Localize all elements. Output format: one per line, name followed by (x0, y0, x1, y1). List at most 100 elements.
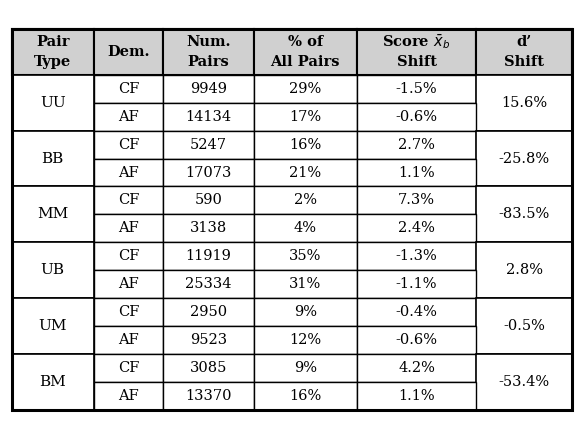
Bar (253, 131, 357, 158)
Text: All Pairs: All Pairs (270, 55, 340, 69)
Text: -83.5%: -83.5% (499, 207, 550, 221)
Text: 9949: 9949 (190, 82, 227, 96)
Bar (164, 354, 253, 382)
Bar (253, 270, 357, 298)
Bar (94, 354, 164, 382)
Text: 3138: 3138 (190, 221, 227, 235)
Bar (164, 187, 253, 214)
Bar (94, 326, 164, 354)
Bar (12, 298, 94, 354)
Text: % of: % of (287, 35, 323, 48)
Bar (94, 382, 164, 410)
Bar (253, 242, 357, 270)
Text: Pairs: Pairs (187, 55, 230, 69)
Bar (94, 187, 164, 214)
Bar (357, 131, 477, 158)
Bar (164, 75, 253, 103)
Bar (357, 298, 477, 326)
Bar (357, 326, 477, 354)
Text: AF: AF (118, 389, 139, 403)
Bar (12, 131, 94, 187)
Text: 1.1%: 1.1% (398, 165, 435, 180)
Bar (94, 29, 164, 75)
Text: 2.7%: 2.7% (398, 138, 435, 152)
Bar (357, 382, 477, 410)
Text: CF: CF (118, 249, 139, 263)
Bar (94, 270, 164, 298)
Text: AF: AF (118, 110, 139, 124)
Bar (477, 298, 572, 354)
Text: CF: CF (118, 138, 139, 152)
Text: AF: AF (118, 221, 139, 235)
Text: 4.2%: 4.2% (398, 361, 435, 375)
Text: -0.6%: -0.6% (395, 110, 437, 124)
Bar (357, 29, 477, 75)
Text: AF: AF (118, 333, 139, 347)
Text: BB: BB (41, 152, 64, 165)
Bar (94, 298, 164, 326)
Text: -0.4%: -0.4% (395, 305, 437, 319)
Text: BM: BM (39, 375, 66, 389)
Bar (477, 131, 572, 187)
Bar (164, 29, 253, 75)
Bar (253, 75, 357, 103)
Bar (164, 131, 253, 158)
Text: UM: UM (39, 319, 67, 333)
Text: UU: UU (40, 96, 65, 110)
Bar (357, 214, 477, 242)
Text: 2%: 2% (294, 194, 317, 207)
Text: Shift: Shift (505, 55, 544, 69)
Bar (12, 29, 94, 75)
Text: 25334: 25334 (185, 277, 232, 291)
Text: 5247: 5247 (190, 138, 227, 152)
Text: 4%: 4% (294, 221, 317, 235)
Bar (164, 242, 253, 270)
Bar (164, 270, 253, 298)
Bar (12, 29, 572, 410)
Text: CF: CF (118, 194, 139, 207)
Bar (164, 103, 253, 131)
Bar (253, 29, 357, 75)
Bar (94, 242, 164, 270)
Text: UB: UB (41, 263, 65, 277)
Bar (94, 214, 164, 242)
Text: 9523: 9523 (190, 333, 227, 347)
Text: -53.4%: -53.4% (499, 375, 550, 389)
Bar (253, 214, 357, 242)
Text: -1.1%: -1.1% (396, 277, 437, 291)
Bar (94, 158, 164, 187)
Text: 13370: 13370 (185, 389, 232, 403)
Bar (94, 131, 164, 158)
Text: -0.6%: -0.6% (395, 333, 437, 347)
Bar (253, 298, 357, 326)
Text: -1.3%: -1.3% (395, 249, 437, 263)
Text: -25.8%: -25.8% (499, 152, 550, 165)
Bar (164, 158, 253, 187)
Text: 15.6%: 15.6% (501, 96, 547, 110)
Bar (357, 187, 477, 214)
Bar (164, 298, 253, 326)
Bar (357, 158, 477, 187)
Bar (94, 103, 164, 131)
Text: 16%: 16% (289, 389, 321, 403)
Bar (477, 187, 572, 242)
Text: CF: CF (118, 82, 139, 96)
Text: 21%: 21% (289, 165, 321, 180)
Text: -1.5%: -1.5% (396, 82, 437, 96)
Text: CF: CF (118, 305, 139, 319)
Bar (253, 382, 357, 410)
Bar (12, 187, 94, 242)
Bar (12, 75, 94, 131)
Text: 16%: 16% (289, 138, 321, 152)
Text: AF: AF (118, 277, 139, 291)
Text: 29%: 29% (289, 82, 321, 96)
Text: 2.4%: 2.4% (398, 221, 435, 235)
Text: 35%: 35% (289, 249, 321, 263)
Bar (164, 326, 253, 354)
Bar (164, 382, 253, 410)
Text: 9%: 9% (294, 361, 317, 375)
Text: 12%: 12% (289, 333, 321, 347)
Bar (357, 270, 477, 298)
Bar (357, 103, 477, 131)
Text: -0.5%: -0.5% (503, 319, 545, 333)
